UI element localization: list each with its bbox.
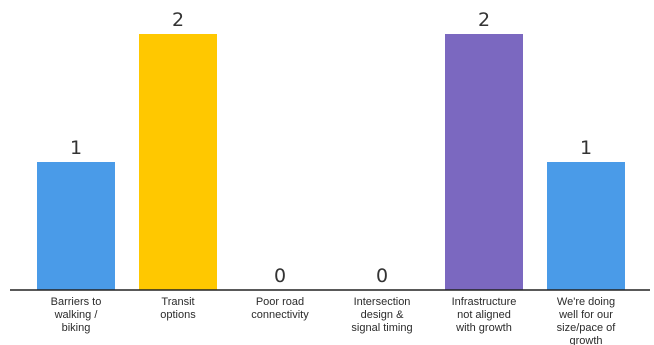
category-label-line: growth [569,335,602,345]
category-label-line: walking / [54,309,99,321]
value-label-0: 1 [70,137,82,159]
category-labels-group: Barriers to walking / biking Transit options… [51,296,617,345]
bar-0 [37,162,115,290]
category-label-line: Poor road [256,296,304,308]
category-label-4: Infrastructure not aligned with growth [452,296,517,334]
bar-5 [547,162,625,290]
category-label-line: We're doing [557,296,615,308]
category-label-line: Barriers to [51,296,102,308]
category-label-line: not aligned [457,309,511,321]
category-label-line: size/pace of [557,322,617,334]
value-label-3: 0 [376,265,388,287]
category-label-line: with growth [455,322,512,334]
category-label-line: design & [361,309,404,321]
value-label-5: 1 [580,137,592,159]
value-label-4: 2 [478,9,490,31]
category-label-line: signal timing [351,322,412,334]
bar-4 [445,34,523,290]
category-label-line: Infrastructure [452,296,517,308]
bar-1 [139,34,217,290]
category-label-5: We're doing well for our size/pace of growt… [557,296,617,345]
category-label-0: Barriers to walking / biking [51,296,102,334]
value-label-2: 0 [274,265,286,287]
value-labels-group: 1 2 0 0 2 1 [70,9,592,287]
category-label-line: well for our [558,309,613,321]
category-label-line: Transit [161,296,194,308]
category-label-line: options [160,309,196,321]
category-label-3: Intersection design & signal timing [351,296,412,334]
category-label-line: biking [62,322,91,334]
category-label-line: connectivity [251,309,309,321]
value-label-1: 2 [172,9,184,31]
category-label-1: Transit options [160,296,196,321]
category-label-line: Intersection [354,296,411,308]
category-label-2: Poor road connectivity [251,296,309,321]
bars-group [37,34,625,290]
